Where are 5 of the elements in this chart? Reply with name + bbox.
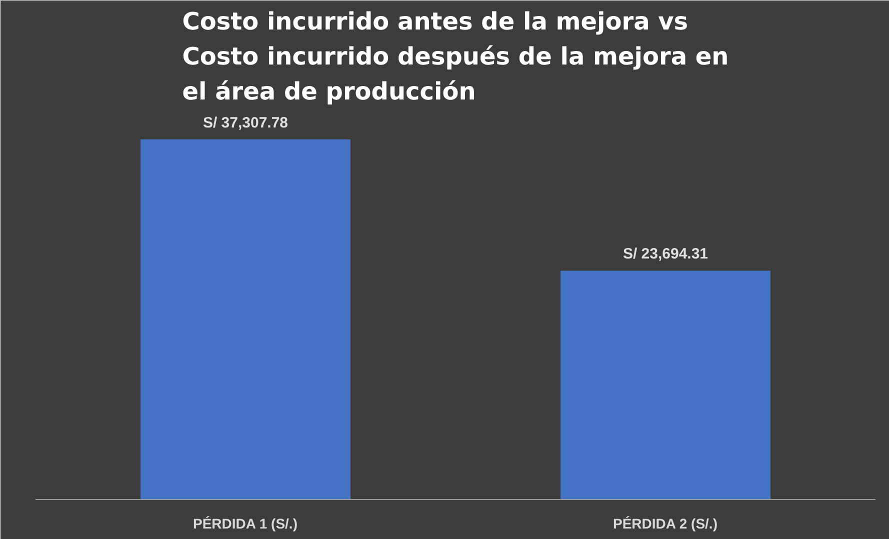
chart-title: Costo incurrido antes de la mejora vs Costo incurrido después de la mejora en el área de producción bbox=[182, 8, 729, 106]
x-tick-label: PÉRDIDA 2 (S/.) bbox=[612, 516, 718, 532]
data-label: S/ 23,694.31 bbox=[622, 246, 708, 263]
x-tick-label: PÉRDIDA 1 (S/.) bbox=[192, 516, 298, 532]
data-label: S/ 37,307.78 bbox=[202, 114, 288, 132]
